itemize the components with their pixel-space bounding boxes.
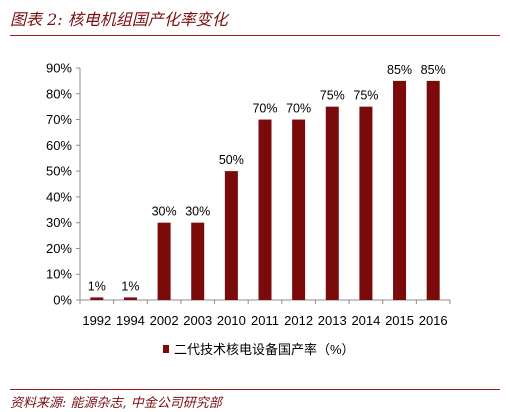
bar (292, 119, 306, 300)
y-tick-label: 0% (53, 293, 72, 308)
x-tick-label: 2015 (385, 313, 414, 328)
y-tick-label: 30% (46, 215, 72, 230)
bar (393, 80, 407, 300)
x-tick-label: 2010 (217, 313, 246, 328)
y-tick-label: 90% (46, 61, 72, 76)
source-note: 资料来源: 能源杂志, 中金公司研究部 (10, 396, 222, 411)
y-axis: 0% 10% 20% 30% 40% 50% 60% 70% 80% 90% (46, 61, 81, 308)
x-tick-label: 2011 (251, 313, 279, 328)
bar (224, 171, 238, 300)
legend-label: 二代技术核电设备国产率（%） (174, 342, 355, 357)
figure-title: 图表 2: 核电机组国产化率变化 (10, 10, 228, 29)
y-tick-label: 10% (46, 267, 72, 282)
x-tick-label: 2002 (150, 313, 179, 328)
data-label: 70% (286, 102, 311, 116)
bar (258, 119, 272, 300)
data-label: 70% (252, 102, 277, 116)
y-tick-label: 80% (46, 86, 72, 101)
x-tick-label: 2013 (318, 313, 347, 328)
x-tick-label: 2012 (284, 313, 313, 328)
data-label: 85% (387, 63, 412, 77)
x-tick-label: 2003 (183, 313, 212, 328)
bars (90, 80, 440, 301)
y-tick-label: 20% (46, 241, 72, 256)
bar (426, 80, 440, 300)
data-labels: 1% 1% 30% 30% 50% 70% 70% 75% 75% 85% 85% (88, 63, 446, 294)
bar (325, 106, 339, 301)
x-tick-label: 1994 (116, 313, 145, 328)
bar (191, 222, 205, 300)
y-tick-label: 70% (46, 112, 72, 127)
data-label: 75% (320, 89, 345, 103)
legend: 二代技术核电设备国产率（%） (163, 342, 355, 357)
data-label: 1% (88, 279, 106, 293)
bar (359, 106, 373, 301)
y-tick-label: 40% (46, 189, 72, 204)
source-rule (10, 389, 500, 390)
title-rule (10, 35, 500, 36)
x-axis: 1992 1994 2002 2003 2010 2011 2012 2013 2014 2015… (79, 299, 451, 328)
data-label: 30% (185, 205, 210, 219)
data-label: 85% (421, 63, 446, 77)
x-tick-label: 1992 (82, 313, 111, 328)
legend-swatch (163, 345, 169, 353)
bar (123, 297, 137, 300)
x-tick-label: 2016 (419, 313, 448, 328)
bar (90, 297, 104, 300)
x-tick-label: 2014 (351, 313, 380, 328)
data-label: 50% (219, 153, 244, 167)
y-tick-label: 60% (46, 138, 72, 153)
bar (157, 222, 171, 300)
data-label: 75% (353, 89, 378, 103)
y-tick-label: 50% (46, 164, 72, 179)
data-label: 30% (152, 205, 177, 219)
data-label: 1% (121, 279, 139, 293)
